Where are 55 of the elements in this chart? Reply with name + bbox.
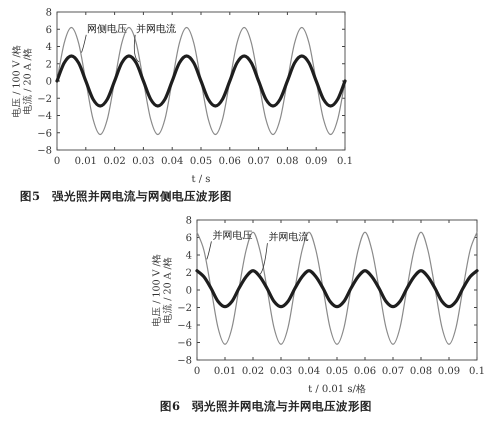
x-tick-label: 0.1 [469,366,485,377]
x-tick-label: 0 [194,366,200,377]
x-tick-label: 0.08 [276,156,299,167]
x-tick-label: 0 [54,156,60,167]
x-tick-label: 0.02 [103,156,126,167]
text: 电流 / 20 A /格 [22,47,34,115]
x-tick-label: 0.06 [354,366,376,377]
x-tick-label: 0.04 [298,366,320,377]
text: 图6 弱光照并网电流与并网电压波形图 [160,399,372,413]
x-tick-label: 0.02 [242,366,264,377]
text: 并网电流 [136,22,176,35]
text: 图5 强光照并网电流与网侧电压波形图 [20,189,232,203]
y-tick-label: −6 [37,128,52,140]
x-tick-label: 0.04 [161,156,184,167]
x-tick-label: 0.05 [326,366,348,377]
y-tick-label: −2 [177,303,192,314]
line-series [55,54,347,108]
y-tick-label: −8 [177,356,192,366]
x-tick-label: 0.03 [270,366,292,377]
series-label: 并网电压 [212,229,252,242]
y-tick-label: 0 [186,286,192,296]
line-series [195,269,479,308]
y-tick-label: −8 [37,146,52,156]
x-tick-label: 0.05 [190,156,212,167]
y-tick-label: 2 [46,59,52,70]
x-tick-label: 0.07 [382,366,404,377]
x-tick-label: 0.03 [132,156,155,167]
y-tick-label: 8 [46,8,52,18]
text: 并网电流 [268,231,308,244]
y-axis-title: 电压 / 100 V /格 [150,253,162,327]
x-axis-title: t / 0.01 s/格 [308,383,366,395]
text: 电流 / 20 A /格 [162,256,174,324]
y-tick-label: 2 [186,268,192,279]
x-axis-title: t / s [192,174,210,185]
y-tick-label: 6 [186,233,192,244]
line-series [196,232,478,345]
y-tick-label: −6 [177,338,192,349]
x-tick-label: 0.1 [337,156,353,167]
y-tick-label: 0 [46,76,52,88]
y-tick-label: −4 [37,111,52,122]
x-tick-label: 0.01 [214,366,236,377]
x-tick-label: 0.06 [218,156,241,167]
y-tick-label: −2 [37,94,52,105]
x-tick-label: 0.01 [74,156,97,167]
y-tick-label: 4 [46,42,52,53]
x-tick-label: 0.09 [305,156,328,167]
x-tick-label: 0.07 [247,156,270,167]
x-tick-label: 0.08 [410,366,432,377]
y-tick-label: 6 [46,24,52,36]
y-tick-label: 4 [186,250,192,262]
y-tick-label: −4 [177,320,192,332]
y-axis-title: 电压 / 100 V /格 [10,44,22,118]
x-tick-label: 0.09 [438,366,460,377]
series-label: 网侧电压 [87,22,128,35]
y-tick-label: 8 [186,216,192,226]
